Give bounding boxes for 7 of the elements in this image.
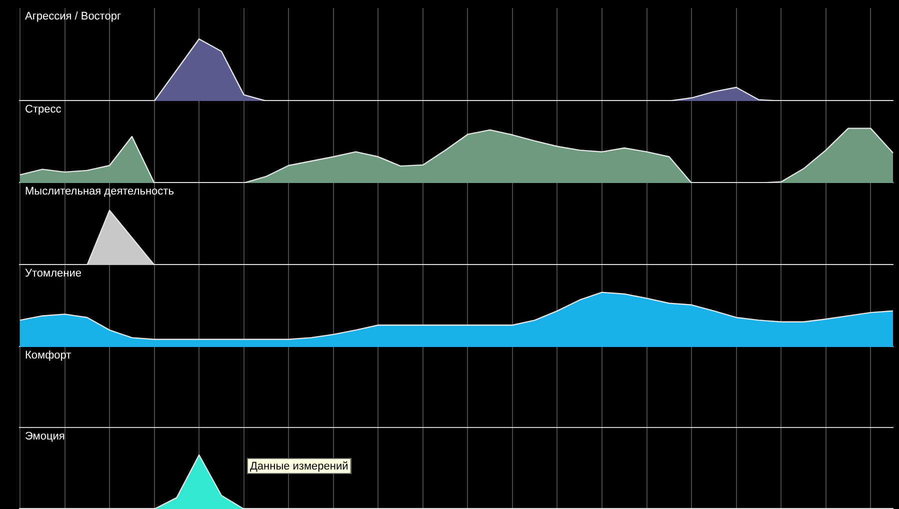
chart-title: Утомление	[25, 268, 82, 280]
chart-title: Стресс	[25, 104, 62, 116]
chart-title: Эмоция	[25, 430, 65, 443]
annotation: Данные измерений	[250, 460, 348, 473]
text: Комфорт	[25, 350, 72, 362]
chart-title: Мыслительная деятельность	[25, 186, 174, 198]
chart-title: Агрессия / Восторг	[25, 10, 121, 23]
